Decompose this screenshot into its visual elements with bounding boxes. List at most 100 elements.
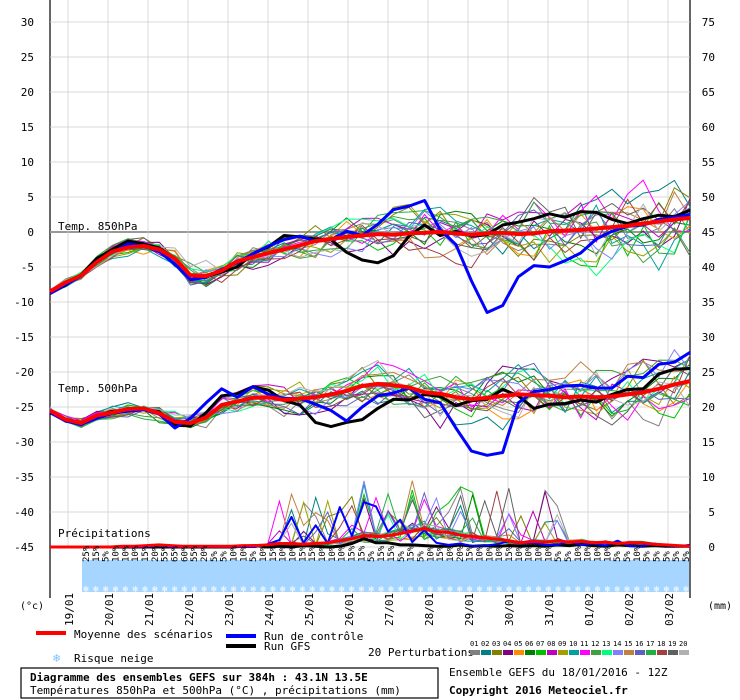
perturbation-color-swatch (492, 650, 502, 655)
left-tick-label: 15 (21, 121, 34, 134)
snowflake-icon: ❄ (516, 585, 522, 595)
snow-risk-label: 5% (682, 551, 692, 562)
right-tick-label: 55 (702, 156, 715, 169)
perturbation-850-line (49, 202, 691, 294)
snow-risk-label: 20% (456, 545, 466, 562)
perturbation-id-label: 02 (481, 640, 489, 648)
snow-risk-label: 5% (367, 551, 377, 562)
snowflake-icon: ❄ (103, 585, 109, 595)
snow-risk-label: 55% (161, 545, 171, 562)
snowflake-icon: ❄ (624, 585, 630, 595)
snow-risk-band (82, 560, 689, 592)
right-tick-label: 50 (702, 191, 715, 204)
copyright: Copyright 2016 Meteociel.fr (449, 684, 628, 697)
snow-risk-label: 10% (475, 545, 485, 562)
snowflake-icon: ❄ (477, 585, 483, 595)
snow-risk-label: 10% (131, 545, 141, 562)
date-tick-label: 31/01 (543, 593, 556, 626)
date-tick-label: 01/02 (583, 593, 596, 626)
left-tick-label: -15 (14, 331, 34, 344)
snowflake-icon: ❄ (526, 585, 532, 595)
perturbation-color-swatch (602, 650, 612, 655)
perturbation-850-line (49, 213, 691, 294)
perturbation-color-swatch (591, 650, 601, 655)
snowflake-icon: ❄ (162, 585, 168, 595)
snowflake-icon: ❄ (614, 585, 620, 595)
perturbation-id-label: 01 (470, 640, 478, 648)
right-tick-label: 40 (702, 261, 715, 274)
left-unit-label: (°c) (20, 601, 44, 612)
perturbation-color-swatch (525, 650, 535, 655)
snow-risk-label: 65% (171, 545, 181, 562)
snowflake-icon: ❄ (418, 585, 424, 595)
snowflake-icon: ❄ (93, 585, 99, 595)
snow-risk-label: 15% (308, 545, 318, 562)
snowflake-icon: ❄ (506, 585, 512, 595)
x-axis-date-ticks: 19/01 20/01 21/01 22/01 23/01 24/01 25/01 26/01… (63, 593, 676, 626)
left-tick-label: 20 (21, 86, 34, 99)
perturbation-id-label: 11 (580, 640, 588, 648)
snowflake-icon: ❄ (388, 585, 394, 595)
panel-label-precip: Précipitations (58, 527, 151, 540)
snow-risk-label: 10% (426, 545, 436, 562)
left-tick-label: 5 (27, 191, 34, 204)
perturbation-color-swatch (635, 650, 645, 655)
snowflake-icon: ❄ (83, 585, 89, 595)
snow-risk-label: 5% (662, 551, 672, 562)
snow-risk-label: 15% (436, 545, 446, 562)
snow-risk-label: 20% (151, 545, 161, 562)
perturbation-500-line (49, 361, 691, 427)
snow-risk-label: 5% (102, 551, 112, 562)
control-850-line (49, 199, 691, 314)
snowflake-icon: ❄ (447, 585, 453, 595)
perturbation-color-swatch (470, 650, 480, 655)
snow-risk-label: 15% (298, 545, 308, 562)
snowflake-icon: ❄ (300, 585, 306, 595)
snow-risk-label: 60% (180, 545, 190, 562)
snow-risk-label: 15% (348, 545, 358, 562)
perturbation-id-label: 15 (624, 640, 632, 648)
perturbation-id-label: 04 (503, 640, 511, 648)
snowflake-icon: ❄ (467, 585, 473, 595)
snowflake-icon: ❄ (329, 585, 335, 595)
date-tick-label: 19/01 (63, 593, 76, 626)
snowflake-icon: ❄ (142, 585, 148, 595)
snow-risk-label: 15% (407, 545, 417, 562)
snow-risk-label: 10% (328, 545, 338, 562)
date-tick-label: 27/01 (383, 593, 396, 626)
snowflake-icon: ❄ (664, 585, 670, 595)
snowflake-icon: ❄ (132, 585, 138, 595)
snow-risk-label: 25% (82, 545, 92, 562)
date-tick-label: 02/02 (623, 593, 636, 626)
perturbation-color-swatch (646, 650, 656, 655)
snowflake-icon: ❄ (644, 585, 650, 595)
legend-snowflake-icon: ❄ (53, 651, 60, 665)
snow-risk-label: 5% (623, 551, 633, 562)
snowflake-icon: ❄ (565, 585, 571, 595)
snow-risk-label: 15% (377, 545, 387, 562)
right-tick-label: 20 (702, 401, 715, 414)
date-tick-label: 28/01 (423, 593, 436, 626)
snowflake-icon: ❄ (654, 585, 660, 595)
snowflake-icon: ❄ (585, 585, 591, 595)
perturbation-id-label: 18 (657, 640, 665, 648)
snow-risk-label: 5% (672, 551, 682, 562)
snow-risk-label: 5% (416, 551, 426, 562)
snow-risk-label: 15% (92, 545, 102, 562)
snowflake-icon: ❄ (683, 585, 689, 595)
snow-risk-label: 10% (633, 545, 643, 562)
snowflake-icon: ❄ (487, 585, 493, 595)
snow-risk-label: 10% (121, 545, 131, 562)
perturbation-500-line (49, 359, 691, 428)
snowflake-icon: ❄ (428, 585, 434, 595)
right-tick-label: 45 (702, 226, 715, 239)
right-tick-label: 30 (702, 331, 715, 344)
date-tick-label: 30/01 (503, 593, 516, 626)
snow-risk-label: 10% (574, 545, 584, 562)
left-tick-label: -20 (14, 366, 34, 379)
perturbation-legend: 01 02 03 04 05 06 07 08 09 10 11 12 13 14 15 16 17 18 19 20 (470, 640, 689, 655)
perturbation-color-swatch (536, 650, 546, 655)
snowflake-icon: ❄ (241, 585, 247, 595)
snow-risk-label: 15% (141, 545, 151, 562)
perturbation-id-label: 05 (514, 640, 522, 648)
